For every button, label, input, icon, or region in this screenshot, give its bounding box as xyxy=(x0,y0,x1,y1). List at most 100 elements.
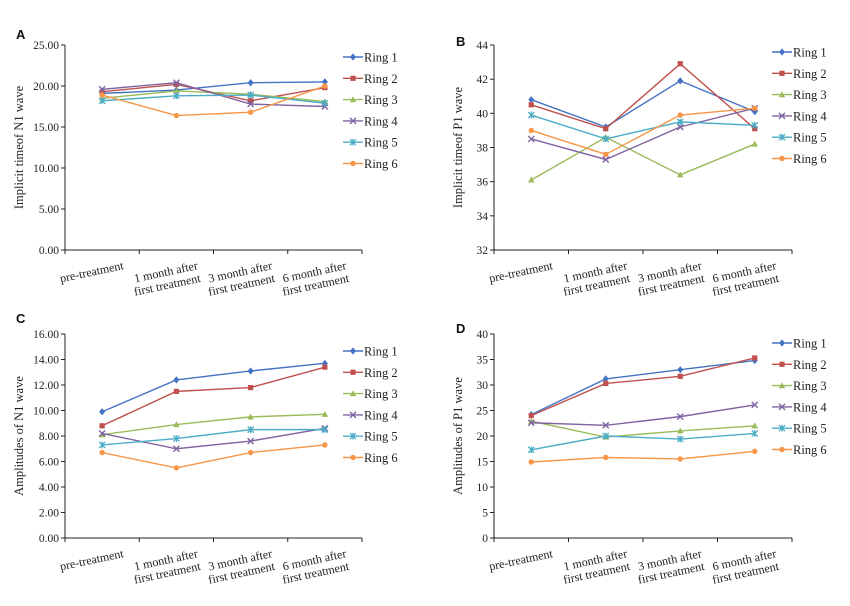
legend-label: Ring 2 xyxy=(793,67,827,81)
data-point xyxy=(677,77,684,85)
legend-label: Ring 4 xyxy=(364,408,398,422)
legend-marker xyxy=(779,446,785,453)
x-category-label: pre-treatment xyxy=(488,258,555,285)
data-point xyxy=(752,355,758,361)
data-point xyxy=(321,410,329,417)
panel-letter: D xyxy=(456,321,465,336)
data-point xyxy=(247,91,255,99)
legend-marker xyxy=(778,112,786,120)
legend-label: Ring 3 xyxy=(793,379,827,393)
y-tick-label: 15.00 xyxy=(33,122,59,134)
legend-marker xyxy=(350,160,356,167)
legend-marker xyxy=(778,382,786,389)
data-point xyxy=(247,79,254,87)
data-point xyxy=(321,426,329,434)
y-tick-label: 35 xyxy=(477,355,489,367)
data-point xyxy=(677,373,683,379)
data-point xyxy=(321,78,328,86)
y-axis-title: Implicit timeof P1 wave xyxy=(451,86,465,208)
data-point xyxy=(751,401,759,409)
legend-item: Ring 2 xyxy=(772,67,827,81)
series-line xyxy=(101,366,326,427)
y-tick-label: 10.00 xyxy=(33,406,59,418)
legend-label: Ring 2 xyxy=(364,72,398,86)
data-point xyxy=(98,97,106,105)
legend-label: Ring 4 xyxy=(364,114,398,128)
legend-marker xyxy=(349,432,357,440)
y-tick-label: 42 xyxy=(477,74,489,86)
legend-marker xyxy=(779,361,785,367)
data-point xyxy=(528,96,535,104)
y-tick-label: 44 xyxy=(477,40,489,52)
legend-label: Ring 5 xyxy=(364,136,398,150)
data-point xyxy=(527,419,535,427)
series-line xyxy=(101,362,325,413)
y-tick-label: 40 xyxy=(477,108,489,120)
legend-item: Ring 2 xyxy=(772,358,827,372)
series-ring-6 xyxy=(528,105,758,158)
x-category-label: 1 month afterfirst treatment xyxy=(559,258,631,299)
panel-b: B 32 34 36 38 40 42 44 pre-treatment 1 month afte… xyxy=(451,34,827,299)
series-ring-5 xyxy=(98,426,329,449)
x-category-label: pre-treatment xyxy=(488,546,555,573)
y-tick-label: 30 xyxy=(477,380,489,392)
legend-label: Ring 3 xyxy=(364,93,398,107)
legend-label: Ring 1 xyxy=(793,46,827,60)
data-point xyxy=(247,437,255,445)
data-point xyxy=(602,375,609,383)
data-point xyxy=(99,449,105,456)
legend-item: Ring 1 xyxy=(343,51,398,65)
panel-letter: C xyxy=(16,311,26,326)
y-tick-label: 10 xyxy=(477,482,489,494)
series-ring-6 xyxy=(99,83,328,119)
legend-marker xyxy=(349,390,357,397)
y-axis-title: Implicit timeof N1 wave xyxy=(12,85,26,209)
data-point xyxy=(247,367,254,375)
y-tick-label: 4.00 xyxy=(39,482,59,494)
series-ring-4 xyxy=(527,401,759,429)
data-point xyxy=(98,441,106,449)
x-category-label: 1 month afterfirst treatment xyxy=(130,546,202,587)
legend-marker xyxy=(350,347,356,355)
legend-marker xyxy=(778,424,786,432)
data-point xyxy=(677,366,684,374)
series-ring-6 xyxy=(528,448,758,465)
data-point xyxy=(751,422,758,429)
legend-label: Ring 5 xyxy=(793,422,827,436)
legend-label: Ring 6 xyxy=(793,443,827,457)
legend-label: Ring 6 xyxy=(793,152,827,166)
data-point xyxy=(98,85,106,93)
data-point xyxy=(98,429,106,437)
x-category-label: 1 month afterfirst treatment xyxy=(130,258,202,299)
legend-marker xyxy=(350,454,356,461)
data-point xyxy=(173,87,180,94)
legend-marker xyxy=(349,96,357,103)
legend-label: Ring 4 xyxy=(793,400,827,414)
legend-label: Ring 6 xyxy=(364,451,398,465)
x-category-label: 3 month afterfirst treatment xyxy=(634,258,706,299)
data-point xyxy=(677,61,683,67)
panel-a: A 0.00 5.00 10.00 15.00 20.00 25.00 pre-treatme… xyxy=(12,27,398,299)
legend-marker xyxy=(779,48,785,56)
legend-marker xyxy=(779,155,785,162)
x-category-label: 1 month afterfirst treatment xyxy=(559,546,631,587)
data-point xyxy=(172,445,180,453)
y-tick-label: 20 xyxy=(477,431,489,443)
data-point xyxy=(677,112,683,118)
series-line xyxy=(531,62,756,130)
data-point xyxy=(247,109,254,115)
y-tick-label: 2.00 xyxy=(39,508,59,520)
data-point xyxy=(247,426,255,434)
series-line xyxy=(531,107,755,161)
data-point xyxy=(173,81,179,87)
legend-marker xyxy=(350,369,356,375)
y-tick-label: 16.00 xyxy=(33,329,59,341)
legend-label: Ring 5 xyxy=(364,430,398,444)
data-point xyxy=(676,413,684,421)
x-category-label: 6 month afterfirst treatment xyxy=(708,546,780,587)
y-tick-label: 14.00 xyxy=(33,355,59,367)
legend: Ring 1 Ring 2 Ring 3 Ring 4 Ring 5 Ring 6 xyxy=(772,46,827,166)
data-point xyxy=(99,89,105,95)
series-line xyxy=(102,81,325,95)
data-point xyxy=(528,102,534,108)
